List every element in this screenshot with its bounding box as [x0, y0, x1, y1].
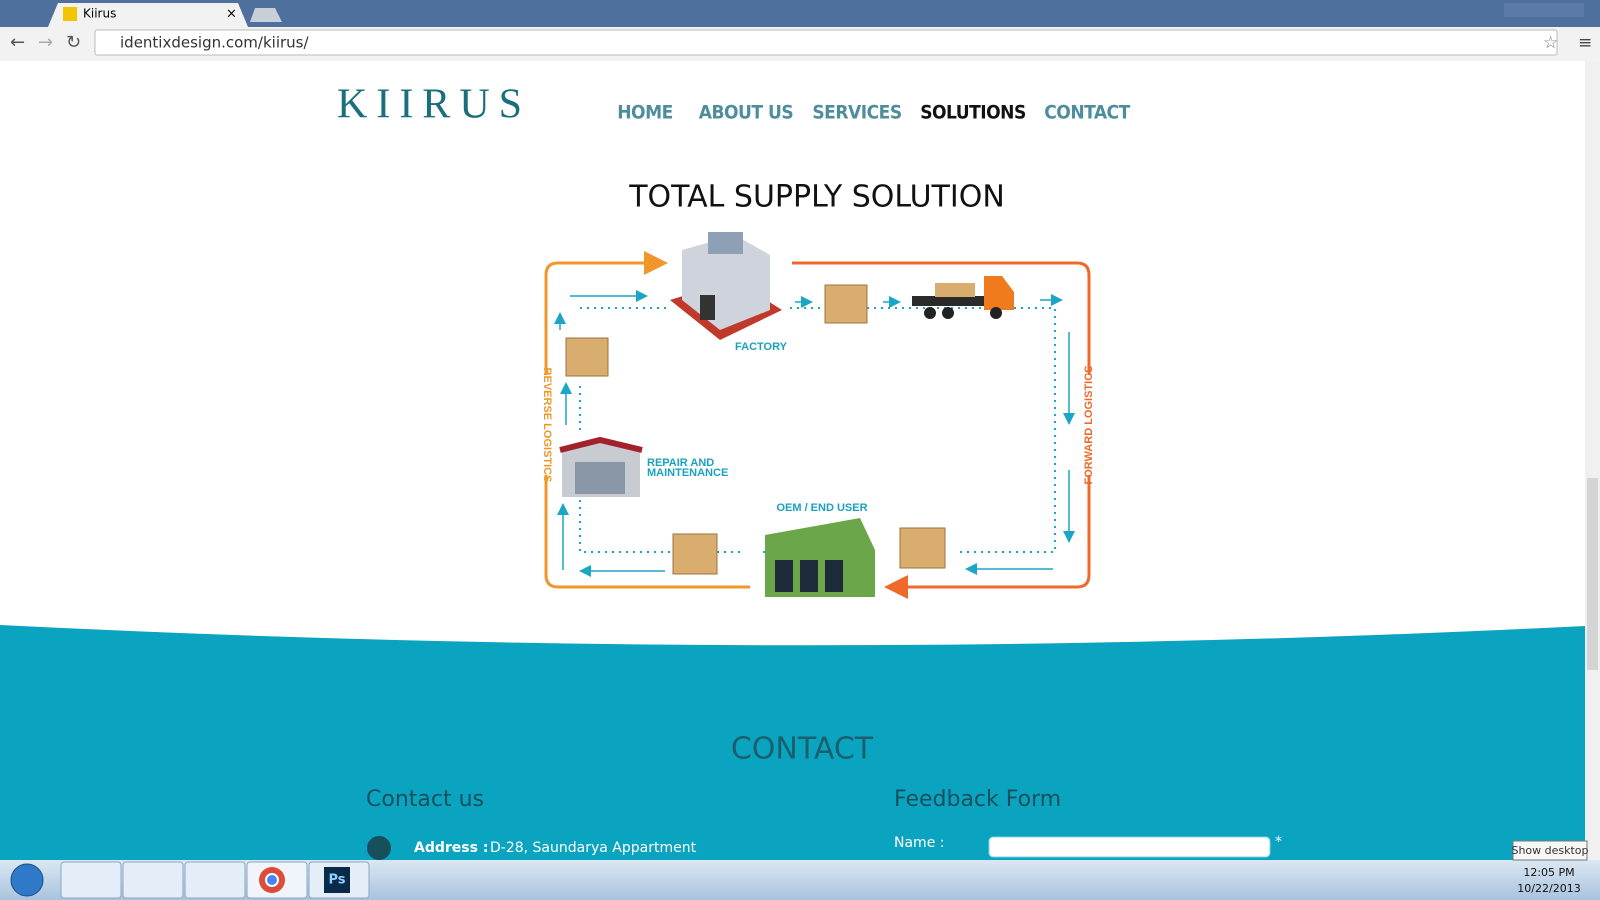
contact-heading: Contact us — [366, 787, 484, 812]
favicon — [63, 7, 77, 21]
media-player[interactable] — [122, 861, 184, 899]
reverse-label: REVERSE LOGISTICS — [541, 368, 553, 483]
name-label: Name : — [894, 835, 944, 851]
reload[interactable]: ↻ — [66, 32, 81, 53]
scrollbar[interactable] — [1585, 61, 1600, 860]
back[interactable]: ← — [10, 32, 25, 53]
start-button[interactable] — [10, 863, 44, 897]
repair-icon — [559, 436, 643, 497]
address-bar[interactable] — [94, 29, 1558, 56]
repair-label: MAINTENANCE — [647, 467, 728, 479]
tooltip-text: Show desktop — [1511, 844, 1588, 857]
factory-label: FACTORY — [735, 341, 788, 353]
forward-label: FORWARD LOGISTICS — [1083, 366, 1095, 485]
nav-item[interactable]: SOLUTIONS — [920, 102, 1026, 124]
required-mark: * — [1275, 834, 1282, 850]
nav-item[interactable]: CONTACT — [1044, 102, 1131, 124]
app[interactable] — [184, 861, 246, 899]
repair-label: REPAIR AND — [647, 457, 714, 469]
tab-title: Kiirus — [83, 7, 116, 21]
menu[interactable]: ≡ — [1578, 33, 1592, 53]
oem-label: OEM / END USER — [776, 502, 867, 514]
clock-time: 12:05 PM — [1523, 866, 1574, 879]
crates — [565, 284, 946, 575]
ps-icon: Ps — [328, 873, 345, 888]
name-input[interactable] — [988, 836, 1271, 858]
window-controls[interactable] — [1504, 3, 1584, 17]
bookmark-star[interactable]: ☆ — [1543, 33, 1558, 53]
forward[interactable]: → — [38, 32, 53, 53]
address-label: Address : — [414, 840, 488, 856]
nav-item[interactable]: SERVICES — [812, 102, 902, 124]
tooltip — [1512, 840, 1588, 861]
oem-icon — [765, 518, 875, 597]
tab-close[interactable]: × — [226, 7, 237, 22]
factory-icon — [670, 232, 782, 340]
contact-title: CONTACT — [731, 732, 874, 767]
scroll-thumb[interactable] — [1587, 478, 1598, 670]
feedback-heading: Feedback Form — [894, 787, 1061, 812]
truck-icon — [912, 276, 1014, 319]
nav-item[interactable]: ABOUT US — [699, 102, 794, 124]
address-icon — [367, 836, 391, 860]
tab[interactable] — [48, 3, 248, 27]
new-tab[interactable] — [250, 8, 282, 22]
explorer[interactable] — [60, 861, 122, 899]
address-value: D-28, Saundarya Appartment — [490, 840, 697, 856]
logo[interactable]: KIIRUS — [337, 82, 531, 128]
clock-date: 10/22/2013 — [1517, 882, 1580, 895]
section-title: TOTAL SUPPLY SOLUTION — [628, 180, 1005, 215]
contact-section — [0, 625, 1585, 860]
url: identixdesign.com/kiirus/ — [120, 34, 309, 52]
nav-item[interactable]: HOME — [617, 102, 673, 124]
